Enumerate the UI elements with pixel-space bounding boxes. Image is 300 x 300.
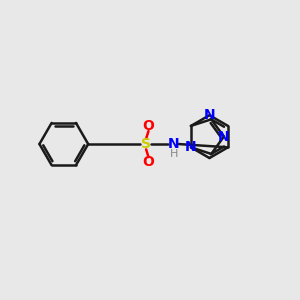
Text: S: S — [140, 137, 151, 151]
Text: H: H — [169, 148, 178, 159]
Text: N: N — [168, 137, 180, 151]
Text: O: O — [142, 118, 154, 133]
Text: N: N — [185, 140, 197, 154]
Text: N: N — [218, 130, 230, 144]
Text: N: N — [204, 108, 215, 122]
Text: O: O — [142, 155, 154, 170]
